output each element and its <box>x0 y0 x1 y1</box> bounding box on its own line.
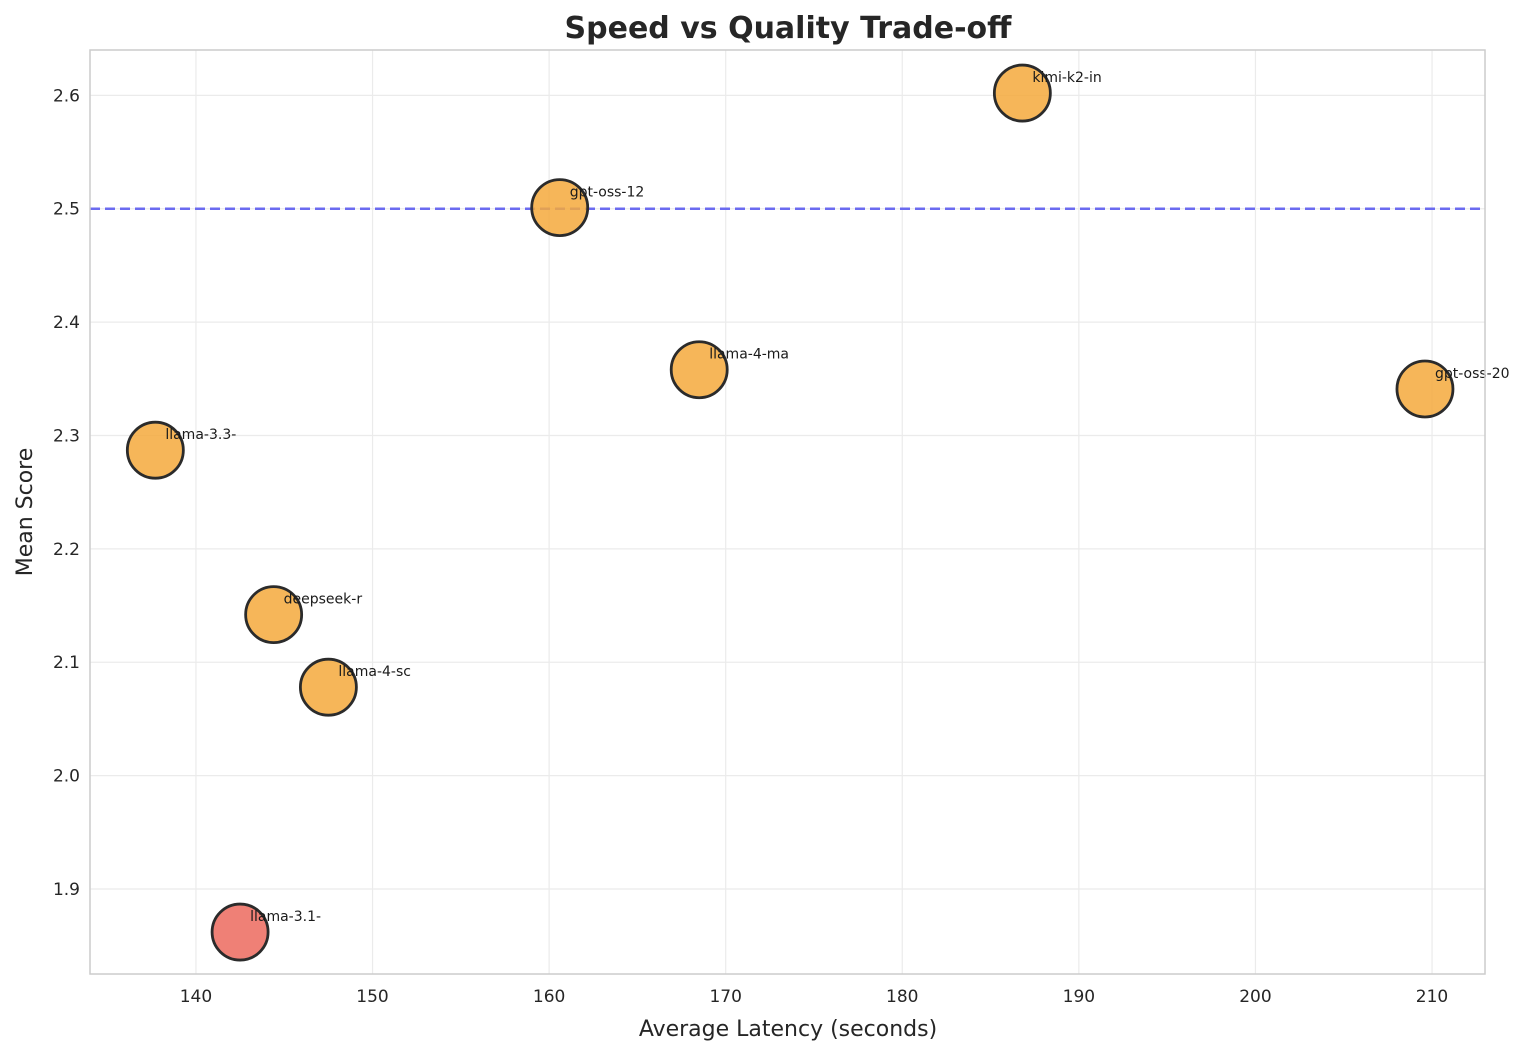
y-tick-label: 2.1 <box>53 653 80 673</box>
x-tick-label: 170 <box>709 987 741 1007</box>
y-tick-label: 2.3 <box>53 426 80 446</box>
y-axis-label: Mean Score <box>13 448 38 577</box>
plot-frame <box>89 49 1486 975</box>
x-tick-label: 180 <box>886 987 918 1007</box>
point-label: llama-3.1- <box>250 909 321 925</box>
data-point <box>244 585 304 645</box>
x-axis-ticks: 140 150 160 170 180 190 200 210 <box>180 987 1449 1007</box>
point-label: llama-3.3- <box>165 427 236 443</box>
point-label: deepseek-r <box>284 592 363 608</box>
x-tick-label: 210 <box>1416 987 1448 1007</box>
x-tick-label: 190 <box>1063 987 1095 1007</box>
x-tick-label: 140 <box>180 987 212 1007</box>
y-tick-label: 2.0 <box>53 767 80 787</box>
data-point <box>530 178 590 237</box>
point-label: llama-4-sc <box>338 664 411 680</box>
x-axis-label: Average Latency (seconds) <box>639 1017 937 1042</box>
point-label: kimi-k2-in <box>1032 70 1101 86</box>
point-label: llama-4-ma <box>709 347 789 363</box>
y-tick-label: 2.2 <box>53 540 80 560</box>
point-label: gpt-oss-12 <box>570 185 645 201</box>
x-tick-label: 200 <box>1239 987 1271 1007</box>
y-tick-label: 1.9 <box>53 880 80 900</box>
data-point <box>298 657 358 717</box>
grid <box>90 50 1485 974</box>
x-tick-label: 150 <box>356 987 388 1007</box>
y-tick-label: 2.6 <box>53 86 80 106</box>
data-point <box>125 420 185 480</box>
y-tick-label: 2.5 <box>53 200 80 220</box>
data-point <box>1395 359 1455 419</box>
data-point <box>669 340 729 400</box>
x-tick-label: 160 <box>533 987 565 1007</box>
y-axis-ticks: 1.9 2.0 2.1 2.2 2.3 2.4 2.5 2.6 <box>53 86 80 900</box>
point-label: gpt-oss-20 <box>1435 366 1510 382</box>
data-points <box>125 63 1455 962</box>
point-labels: kimi-k2-in gpt-oss-12 llama-4-ma gpt-oss-20… <box>165 70 1509 925</box>
data-point <box>992 63 1052 123</box>
chart-title: Speed vs Quality Trade-off <box>565 11 1013 46</box>
data-point <box>210 902 270 962</box>
y-tick-label: 2.4 <box>53 313 80 333</box>
